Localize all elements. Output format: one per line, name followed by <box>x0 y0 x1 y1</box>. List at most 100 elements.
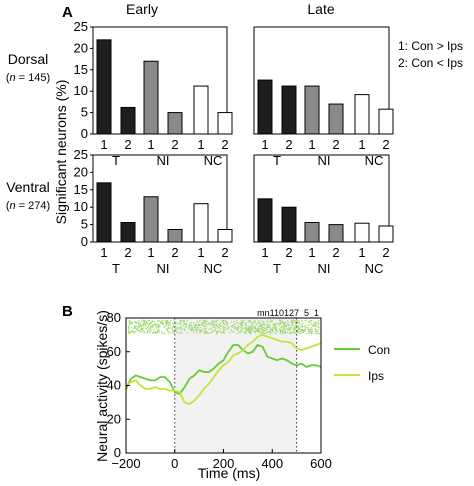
spike-dot <box>208 328 210 330</box>
spike-dot <box>301 325 303 327</box>
x-tick-label: 400 <box>261 456 283 471</box>
spike-dot <box>182 325 185 327</box>
spike-dot <box>276 323 278 325</box>
spike-dot <box>222 321 224 323</box>
spike-dot <box>317 332 319 334</box>
spike-dot <box>130 330 133 332</box>
spike-dot <box>166 321 168 323</box>
spike-dot <box>130 321 132 323</box>
spike-dot <box>308 324 310 326</box>
spike-dot <box>167 325 169 327</box>
spike-dot <box>183 322 185 325</box>
spike-dot <box>250 331 252 333</box>
group-label-t: T <box>112 261 120 276</box>
spike-dot <box>216 331 218 334</box>
spike-dot <box>261 327 264 329</box>
spike-dot <box>129 331 131 333</box>
spike-dot <box>193 325 196 327</box>
spike-dot <box>175 322 178 324</box>
spike-dot <box>175 328 177 330</box>
spike-dot <box>173 330 175 332</box>
spike-dot <box>256 330 258 332</box>
spike-dot <box>269 328 272 330</box>
bar-index-label: 1 <box>197 137 204 152</box>
spike-dot <box>165 323 167 325</box>
spike-dot <box>301 323 303 325</box>
spike-dot <box>261 331 264 333</box>
spike-dot <box>149 322 151 325</box>
spike-dot <box>292 319 295 321</box>
spike-dot <box>293 330 295 332</box>
bar-index-label: 1 <box>100 245 107 260</box>
spike-dot <box>239 322 241 325</box>
spike-dot <box>310 330 312 332</box>
spike-dot <box>194 324 196 326</box>
spike-dot <box>303 326 305 328</box>
spike-dot <box>145 328 147 330</box>
spike-dot <box>161 321 163 323</box>
spike-dot <box>169 322 171 324</box>
spike-dot <box>230 329 232 331</box>
bar-t-2 <box>120 106 136 135</box>
spike-dot <box>254 327 256 330</box>
spike-dot <box>280 330 282 332</box>
spike-dot <box>269 320 271 322</box>
legend-a-item-2: 2: Con < Ips <box>398 56 463 70</box>
spike-dot <box>254 320 257 322</box>
spike-dot <box>172 323 174 325</box>
spike-dot <box>157 326 159 328</box>
spike-dot <box>307 331 309 333</box>
spike-dot <box>234 327 236 329</box>
y-tick-label: 10 <box>74 199 88 214</box>
spike-dot <box>297 321 299 323</box>
spike-dot <box>250 326 252 328</box>
legend-label-ips: Ips <box>368 369 384 383</box>
spike-dot <box>307 327 309 329</box>
spike-dot <box>241 325 243 327</box>
spike-dot <box>211 330 214 332</box>
legend-label-con: Con <box>368 343 390 357</box>
spike-dot <box>282 333 284 335</box>
bar-index-label: 2 <box>332 245 339 260</box>
spike-dot <box>178 323 180 325</box>
spike-dot <box>294 332 296 334</box>
spike-dot <box>169 323 171 325</box>
spike-dot <box>180 326 182 328</box>
spike-dot <box>261 324 263 327</box>
spike-dot <box>203 327 205 330</box>
spike-dot <box>142 327 144 330</box>
spike-dot <box>309 328 312 330</box>
spike-dot <box>196 320 198 322</box>
y-axis-title-b: Neural activity (spikes/s) <box>94 310 110 462</box>
spike-dot <box>180 332 182 334</box>
spike-dot <box>258 320 260 322</box>
spike-dot <box>203 325 205 327</box>
spike-dot <box>249 333 251 335</box>
spike-dot <box>226 324 229 327</box>
bar-t-2 <box>281 206 297 243</box>
group-label-ni: NI <box>318 153 331 168</box>
spike-dot <box>240 322 242 324</box>
bar-ni-1 <box>143 60 159 135</box>
spike-dot <box>153 331 155 333</box>
spike-dot <box>176 331 178 333</box>
spike-dot <box>137 326 139 328</box>
spike-dot <box>250 325 252 327</box>
x-tick-label: −200 <box>111 456 140 471</box>
spike-dot <box>197 322 199 324</box>
plot-frame <box>253 154 390 243</box>
spike-dot <box>176 328 178 330</box>
spike-dot <box>223 329 225 332</box>
spike-dot <box>204 330 206 332</box>
spike-dot <box>289 328 291 330</box>
spike-dot <box>162 322 164 324</box>
group-label-ni: NI <box>157 261 170 276</box>
spike-dot <box>214 324 216 326</box>
spike-dot <box>265 321 267 323</box>
spike-dot <box>215 333 217 335</box>
spike-dot <box>142 319 144 321</box>
spike-dot <box>211 320 214 322</box>
spike-dot <box>270 332 272 334</box>
spike-dot <box>298 328 300 330</box>
bar-index-label: 2 <box>171 137 178 152</box>
